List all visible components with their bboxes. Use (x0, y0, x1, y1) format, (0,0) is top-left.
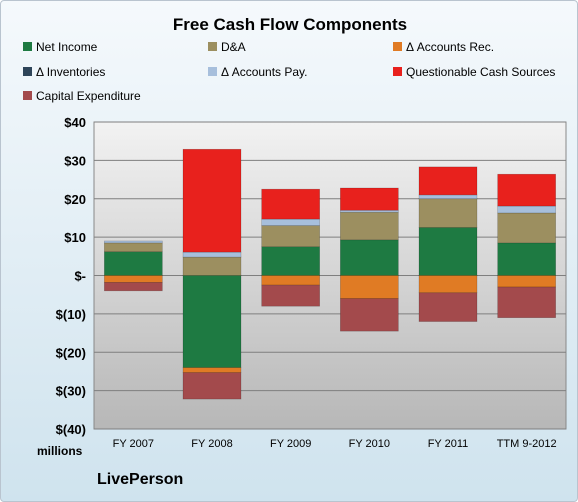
bar-segment (340, 211, 399, 241)
legend-swatch-accounts-pay (208, 67, 217, 77)
bar-segment (261, 275, 320, 286)
legend-item-questionable-cash: Questionable Cash Sources (393, 65, 555, 79)
y-tick-label: $20 (64, 192, 86, 207)
bar-segment (182, 148, 242, 253)
bar-segment (104, 282, 163, 292)
bar-segment (182, 372, 242, 400)
legend-swatch-capex (23, 91, 32, 101)
bar-segment (418, 194, 478, 200)
legend-item-inventories: Δ Inventories (23, 65, 105, 79)
bar-segment (340, 298, 399, 332)
bar-segment (104, 275, 163, 283)
legend-item-da: D&A (208, 40, 246, 54)
legend-item-net-income: Net Income (23, 40, 97, 54)
bar-segment (497, 242, 556, 276)
bar-segment (418, 166, 478, 196)
bar-segment (182, 256, 242, 276)
y-tick-label: $(30) (56, 384, 86, 399)
y-tick-label: $- (74, 269, 86, 284)
bar-segment (182, 275, 242, 368)
legend-swatch-questionable-cash (393, 67, 402, 77)
legend-swatch-da (208, 42, 217, 52)
legend-item-capex: Capital Expenditure (23, 89, 141, 103)
x-tick-label: FY 2010 (349, 438, 390, 450)
bar-segment (497, 212, 556, 244)
bar-segment (497, 275, 556, 288)
y-tick-label: $(20) (56, 345, 86, 360)
y-tick-label: $10 (64, 230, 86, 245)
legend-swatch-inventories (23, 67, 32, 77)
bar-segment (497, 173, 556, 207)
bar-segment (182, 367, 242, 373)
bar-segment (104, 242, 163, 253)
legend-swatch-accounts-rec (393, 42, 402, 52)
bar-segment (261, 225, 320, 248)
legend-swatch-net-income (23, 42, 32, 52)
x-tick-label: TTM 9-2012 (497, 438, 557, 450)
x-tick-label: FY 2011 (428, 438, 469, 450)
units-label: millions (37, 444, 83, 458)
bar-segment (418, 275, 478, 294)
bar-segment (418, 292, 478, 322)
bar-segment (340, 187, 399, 211)
x-tick-label: FY 2007 (113, 438, 154, 450)
y-tick-label: $(10) (56, 307, 86, 322)
bar-segment (340, 275, 399, 299)
bar-segment (182, 251, 242, 258)
bar-segment (418, 198, 478, 228)
chart-title: Free Cash Flow Components (172, 15, 408, 34)
legend-item-accounts-rec: Δ Accounts Rec. (393, 40, 494, 54)
bar-segment (104, 240, 163, 244)
brand-label: LivePerson (97, 471, 184, 488)
x-tick-label: FY 2009 (270, 438, 311, 450)
bar-segment (261, 218, 320, 226)
bar-segment (340, 239, 399, 276)
legend-item-accounts-pay: Δ Accounts Pay. (208, 65, 308, 79)
bar-segment (261, 246, 320, 276)
bar-segment (261, 284, 320, 307)
bar-segment (104, 251, 163, 276)
y-tick-label: $(40) (56, 422, 86, 437)
x-tick-label: FY 2008 (191, 438, 232, 450)
y-tick-label: $40 (64, 115, 86, 130)
bar-segment (497, 286, 556, 319)
y-tick-label: $30 (64, 153, 86, 168)
bar-segment (418, 227, 478, 276)
bar-segment (497, 205, 556, 214)
bar-segment (261, 188, 320, 220)
